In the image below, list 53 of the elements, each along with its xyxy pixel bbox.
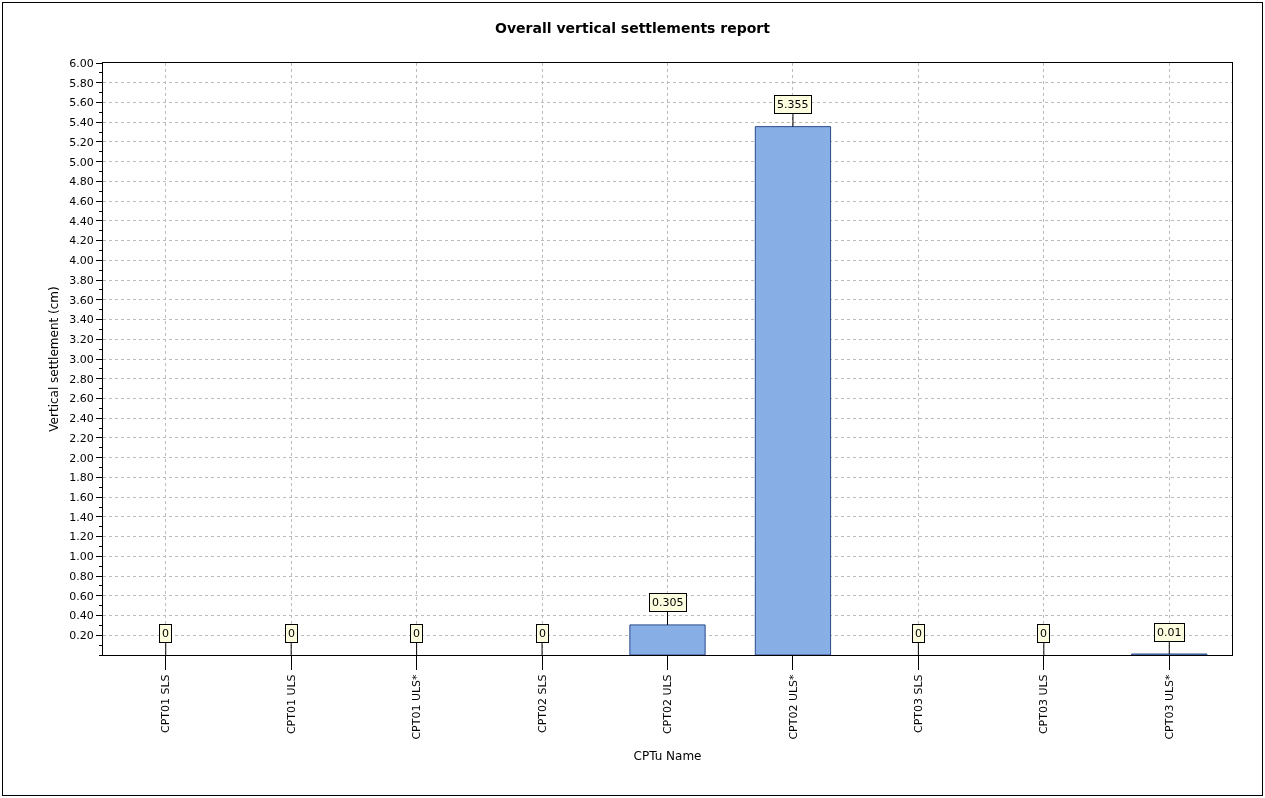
y-tick-label: 6.00: [69, 56, 94, 70]
y-tick-label: 1.00: [69, 550, 94, 564]
data-label: 0.305: [652, 596, 684, 609]
y-tick-label: 4.40: [69, 214, 94, 228]
y-tick-label: 3.60: [69, 293, 94, 307]
x-tick-label: CPT03 ULS*: [1162, 673, 1176, 740]
data-label: 0: [413, 627, 420, 640]
x-tick-label: CPT01 ULS*: [410, 673, 424, 740]
x-tick-label: CPT02 ULS*: [786, 673, 800, 740]
y-tick-label: 3.00: [69, 352, 94, 366]
data-label: 0: [162, 627, 169, 640]
y-tick-label: 4.80: [69, 175, 94, 189]
y-tick-label: 1.60: [69, 490, 94, 504]
y-axis-title: Vertical settlement (cm): [46, 286, 61, 432]
data-label: 0: [288, 627, 295, 640]
y-tick-label: 3.40: [69, 313, 94, 327]
y-tick-label: 0.20: [69, 629, 94, 643]
y-tick-label: 0.80: [69, 569, 94, 583]
bar: [754, 126, 832, 655]
y-tick-label: 5.80: [69, 76, 94, 90]
y-tick-label: 1.80: [69, 471, 94, 485]
y-tick-label: 2.60: [69, 392, 94, 406]
y-tick-label: 3.20: [69, 333, 94, 347]
data-label: 0: [1040, 627, 1047, 640]
y-tick-label: 1.40: [69, 510, 94, 524]
y-tick-label: 5.40: [69, 116, 94, 130]
x-tick-label: CPT01 ULS: [284, 674, 298, 735]
x-tick-label: CPT03 ULS: [1037, 674, 1051, 735]
x-axis-title: CPTu Name: [633, 748, 702, 763]
y-tick-label: 0.40: [69, 609, 94, 623]
x-tick-label: CPT02 ULS: [661, 674, 675, 735]
y-tick-label: 5.00: [69, 155, 94, 169]
y-tick-label: 5.20: [69, 135, 94, 149]
bar: [629, 624, 706, 655]
y-tick-label: 2.40: [69, 412, 94, 426]
y-tick-label: 2.20: [69, 431, 94, 445]
data-label: 0.01: [1157, 626, 1182, 639]
data-label: 0: [539, 627, 546, 640]
x-tick-label: CPT01 SLS: [159, 674, 173, 734]
x-tick-label: CPT03 SLS: [911, 674, 925, 734]
y-tick-label: 4.20: [69, 234, 94, 248]
y-tick-label: 4.00: [69, 254, 94, 268]
y-tick-label: 4.60: [69, 194, 94, 208]
y-tick-label: 0.60: [69, 589, 94, 603]
y-tick-label: 1.20: [69, 530, 94, 544]
chart-title: Overall vertical settlements report: [495, 19, 771, 36]
x-tick-label: CPT02 SLS: [535, 674, 549, 734]
y-tick-label: 3.80: [69, 273, 94, 287]
data-label: 5.355: [777, 98, 809, 111]
y-tick-label: 2.00: [69, 451, 94, 465]
y-tick-label: 2.80: [69, 372, 94, 386]
data-label: 0: [915, 627, 922, 640]
y-tick-label: 5.60: [69, 96, 94, 110]
